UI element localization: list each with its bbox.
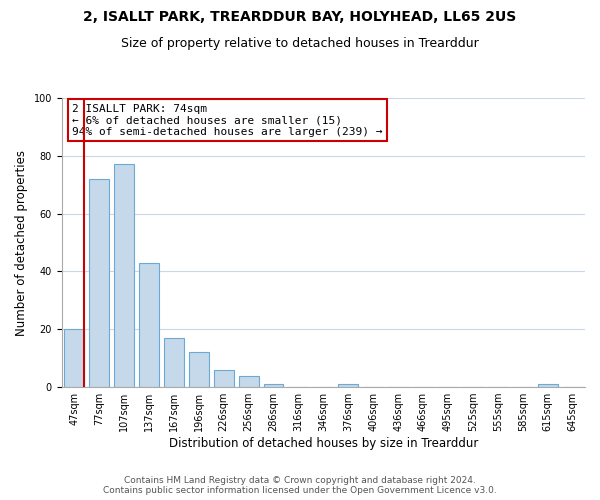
Bar [139, 263, 159, 387]
Text: Size of property relative to detached houses in Trearddur: Size of property relative to detached ho… [121, 38, 479, 51]
Text: 2 ISALLT PARK: 74sqm
← 6% of detached houses are smaller (15)
94% of semi-detach: 2 ISALLT PARK: 74sqm ← 6% of detached ho… [72, 104, 383, 137]
Bar [239, 376, 259, 387]
Bar [64, 330, 84, 387]
Bar [189, 352, 209, 387]
Bar [164, 338, 184, 387]
Bar [214, 370, 233, 387]
Bar [338, 384, 358, 387]
Bar [89, 179, 109, 387]
Bar [263, 384, 283, 387]
Text: Contains HM Land Registry data © Crown copyright and database right 2024.
Contai: Contains HM Land Registry data © Crown c… [103, 476, 497, 495]
Text: 2, ISALLT PARK, TREARDDUR BAY, HOLYHEAD, LL65 2US: 2, ISALLT PARK, TREARDDUR BAY, HOLYHEAD,… [83, 10, 517, 24]
Y-axis label: Number of detached properties: Number of detached properties [15, 150, 28, 336]
Bar [538, 384, 557, 387]
X-axis label: Distribution of detached houses by size in Trearddur: Distribution of detached houses by size … [169, 437, 478, 450]
Bar [114, 164, 134, 387]
